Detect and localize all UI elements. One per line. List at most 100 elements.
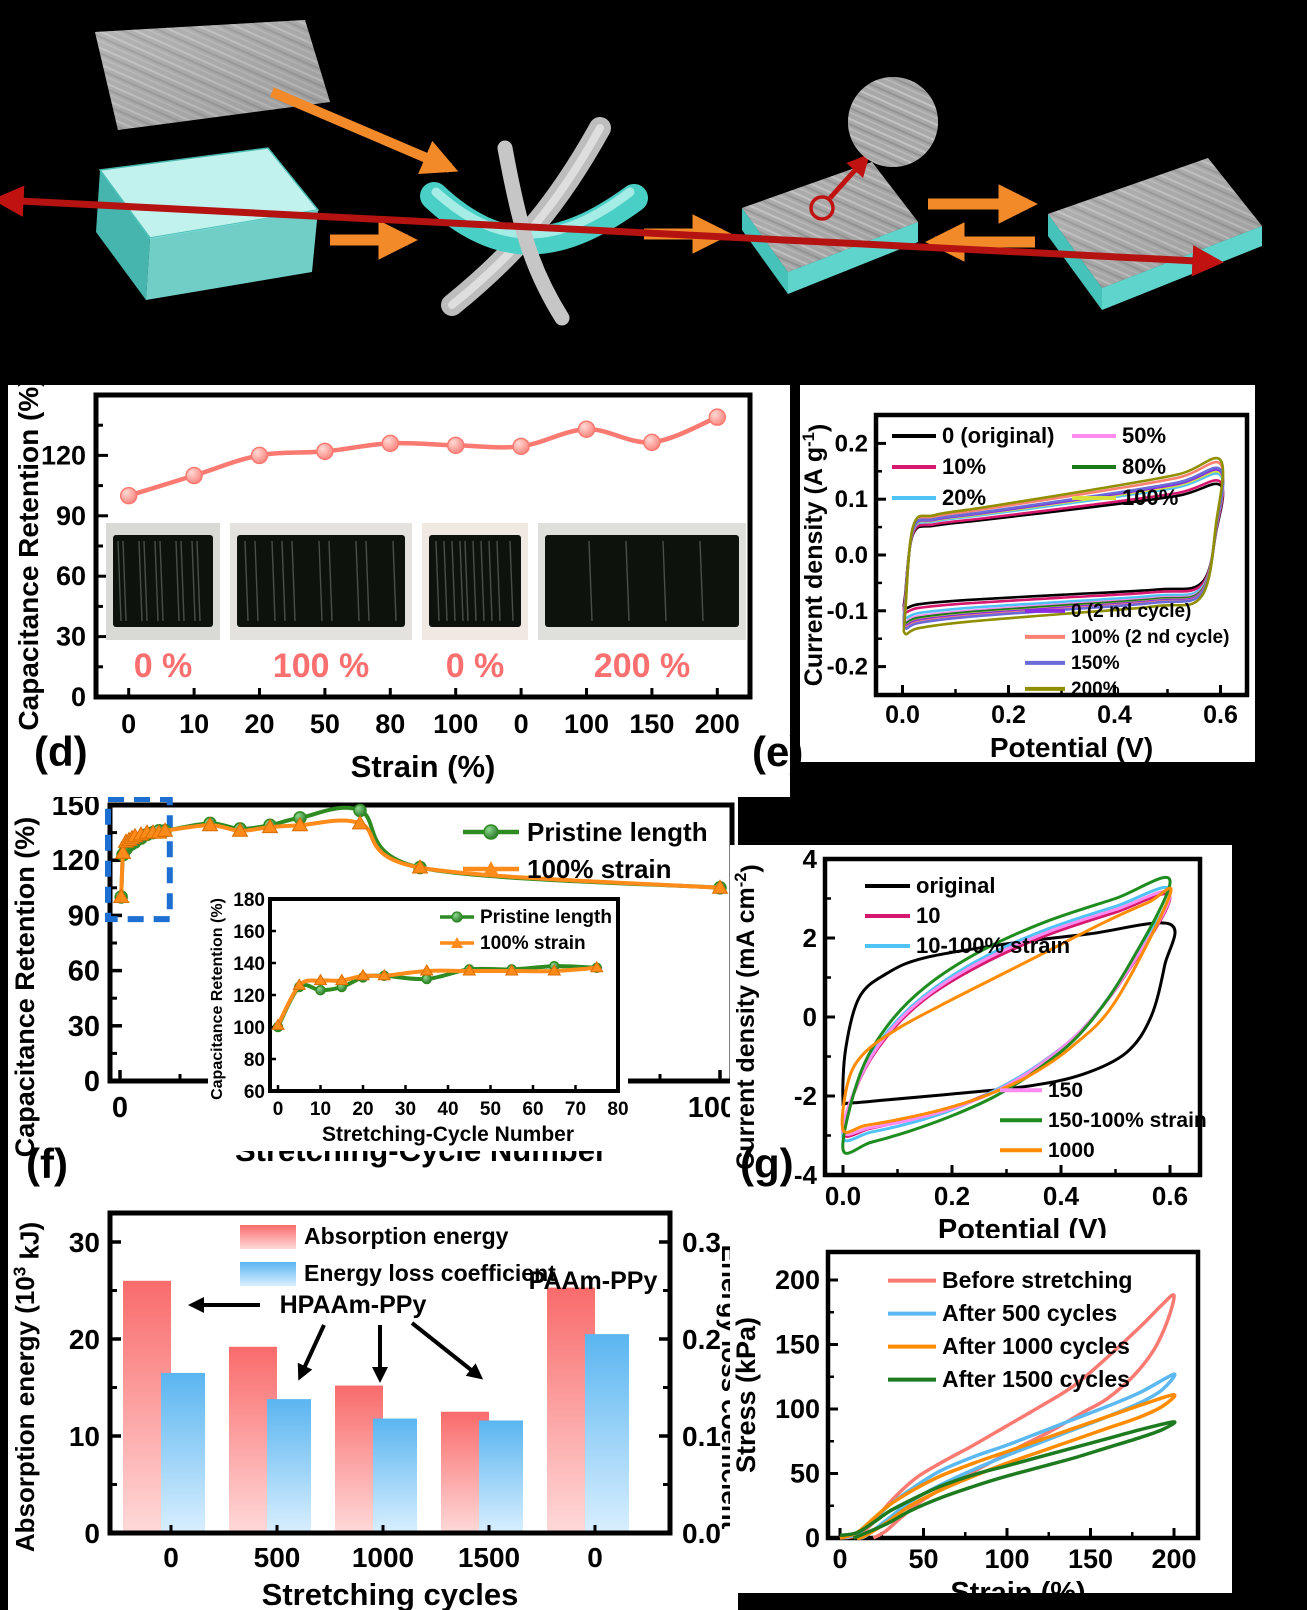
marker-triangle (156, 822, 174, 837)
inset-y-tick-label: 120 (233, 986, 265, 1007)
panel-label-f: (f) (26, 1140, 68, 1187)
x-tick-label: 0.0 (825, 1181, 861, 1211)
inset-x-tick-label: 20 (352, 1099, 373, 1120)
wrinkle-line (496, 540, 501, 622)
legend-marker (483, 824, 499, 840)
panel-label-d: (d) (34, 728, 88, 775)
x-tick-label: 0.2 (991, 701, 1026, 729)
chart-f-bars: 0 10 20 30 0.0 0.1 0.2 0.3 0 500 1000 1500 0 Stretchi… (9, 1210, 738, 1610)
marker-triangle (351, 814, 369, 830)
x-category-label: 1000 (352, 1542, 414, 1573)
y-tick-label: 120 (52, 845, 100, 877)
cv-loop-original (841, 921, 1177, 1107)
axis-frame (873, 412, 1250, 698)
x-tick-label: 200 (695, 709, 740, 739)
legend-label: Pristine length (527, 817, 708, 847)
x-tick-label: 0 (112, 1092, 128, 1124)
cv-loop-10-100% strain (841, 885, 1172, 1143)
left-y-axis-title: Absorption energy (103 kJ) (9, 1222, 44, 1552)
marker-triangle (261, 818, 279, 834)
wrinkle-line (180, 540, 185, 622)
x-tick-label: 0.4 (1097, 701, 1132, 729)
chart-g-cv-areal: 0.0 0.2 0.4 0.6 -4 -2 0 2 4 Potential (V) Current … (732, 845, 1207, 1238)
x-tick-label: 0.2 (934, 1181, 970, 1211)
y-tick-label: 4 (803, 845, 818, 874)
chart-g-cv: 0.0 0.2 0.4 0.6 -4 -2 0 2 4 Potential (V) Current … (732, 845, 1207, 1238)
chart-g-stress-strain: 0 50 100 150 200 0 50 100 150 200 Strain (%) Stress… (731, 1249, 1201, 1593)
wrinkle-line (480, 540, 485, 622)
y-axis-title: Current density (mA cm-2) (732, 864, 765, 1169)
stress-loop-After 1000 cycles (839, 1393, 1177, 1540)
y-tick-label: 0.2 (835, 430, 868, 457)
marker-triangle (334, 973, 349, 986)
y-tick-label: 0 (84, 1066, 100, 1098)
panel-label-e: (e) (752, 728, 804, 775)
x-tick-label: 20 (244, 709, 274, 739)
legend-150-100% strain-label: 150-100% strain (1048, 1109, 1207, 1132)
wrinkle-line (191, 540, 196, 622)
x-tick-label: 100 (433, 709, 478, 739)
y-tick-label: 30 (56, 622, 86, 652)
wrinkle-line (291, 540, 296, 622)
marker-triangle (231, 822, 249, 837)
wrinkle-line (662, 540, 667, 622)
electrode-photo: 100 % (230, 523, 412, 685)
data-point-marker (708, 408, 727, 426)
chart-f-bars-g: 0 10 20 30 0.0 0.1 0.2 0.3 0 500 1000 1500 0 Stretchi… (9, 1210, 738, 1610)
inset-y-tick-label: 100 (233, 1018, 265, 1039)
electrode-photo: 0 % (422, 523, 528, 685)
x-axis-title: Potential (V) (990, 732, 1153, 762)
wrinkle-line (175, 540, 180, 622)
bar-energy-loss (373, 1418, 417, 1533)
wrinkle-line (464, 540, 469, 622)
marker-circle (421, 973, 432, 985)
inset-y-tick-label: 140 (233, 954, 265, 975)
y-axis-title: Stress (kPa) (731, 1317, 761, 1473)
y-tick-label: 150 (52, 797, 100, 822)
wrinkle-line (143, 540, 148, 622)
panel-d-strain-retention: 0 30 60 90 120 0 10 20 50 80 100 0 100 150 200 Strain (… (8, 385, 790, 797)
y-axis-title: Capacitance Retention (%) (13, 385, 44, 731)
y-tick-label: -2 (794, 1081, 817, 1111)
x-tick-label: 100 (984, 1544, 1029, 1574)
wrinkle-line (451, 540, 456, 622)
legend-swatch (240, 1225, 296, 1249)
data-point-marker (446, 436, 465, 455)
annotation-arrow (297, 1324, 326, 1381)
chart-d: 0 30 60 90 120 0 10 20 50 80 100 0 100 150 200 Strain (… (13, 385, 753, 784)
legend-10-label: 10 (916, 903, 940, 928)
marker-triangle (292, 978, 307, 990)
x-category-label: 0 (163, 1542, 179, 1573)
y-tick-label: 0 (803, 1002, 817, 1032)
annotation-hpaam-ppy: HPAAm-PPy (280, 1291, 427, 1319)
legend-150-label: 150 (1048, 1079, 1083, 1102)
right-y-tick-label: 0.0 (682, 1518, 721, 1549)
marker-triangle (291, 816, 309, 832)
x-tick-label: 0.4 (1043, 1181, 1080, 1211)
cv-loop-200% (902, 456, 1225, 636)
bar-energy-loss (585, 1334, 629, 1533)
hydrogel-slab (96, 147, 320, 300)
wrinkle-line (281, 540, 286, 622)
bar-energy-loss (161, 1372, 205, 1533)
x-tick-label: 0.6 (1203, 701, 1238, 729)
y-tick-label: 200 (775, 1265, 820, 1295)
x-axis-title: Stretching cycles (262, 1577, 519, 1610)
y-tick-label: 60 (56, 561, 86, 591)
legend-After 1500 cycles-label: After 1500 cycles (942, 1366, 1130, 1392)
legend-100% (2 nd cycle)-label: 100% (2 nd cycle) (1071, 627, 1229, 648)
x-axis-title: Strain (%) (950, 1577, 1085, 1593)
legend-original-label: original (916, 873, 995, 898)
x-tick-label: 50 (310, 709, 340, 739)
y-tick-label: 2 (803, 923, 817, 953)
annotation-paam-ppy: PAAm-PPy (529, 1267, 658, 1295)
inset-legend-label: Pristine length (480, 907, 612, 928)
x-tick-label: 50 (908, 1544, 938, 1574)
y-tick-label: 150 (775, 1330, 820, 1360)
electrode-photo: 0 % (106, 523, 220, 685)
bar-energy-loss (479, 1420, 523, 1533)
wrinkle-line (459, 540, 464, 622)
inset-y-tick-label: 60 (244, 1082, 265, 1103)
y-axis-title: Capacitance Retention (%) (10, 817, 40, 1158)
inset-x-axis-title: Stretching-Cycle Number (322, 1123, 574, 1146)
